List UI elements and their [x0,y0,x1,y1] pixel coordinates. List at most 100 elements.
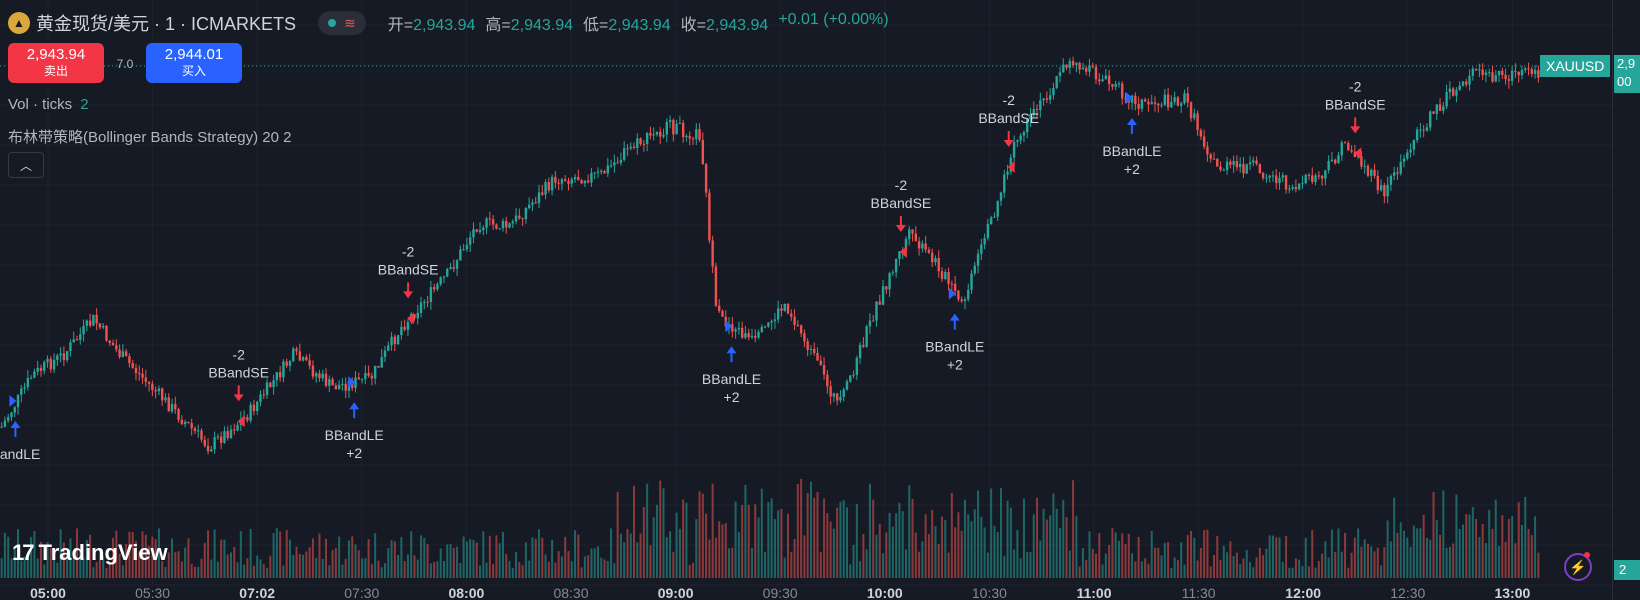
candle-body [285,361,288,366]
candle-body [1399,161,1402,174]
volume-bar [1193,537,1196,578]
candle-body [95,314,98,324]
buy-button[interactable]: 2,944.01 买入 [146,43,242,83]
volume-bar [1442,490,1445,578]
candle-body [550,176,554,191]
candle-body [1157,103,1160,106]
candle-body [1006,171,1009,175]
candle-body [190,423,193,429]
volume-bar [393,541,396,578]
volume-bar [872,499,875,578]
candle-body [737,327,741,330]
candle-body [147,381,151,384]
volume-bar [708,539,711,578]
strategy-legend[interactable]: 布林带策略(Bollinger Bands Strategy) 20 2 [8,129,292,146]
volume-bar [829,521,832,578]
candle-body [1389,175,1393,185]
candle-body [305,357,308,361]
candle-body [1402,158,1406,162]
volume-bar [269,555,272,578]
volume-bar [1429,539,1432,578]
candle-body [1347,143,1350,150]
candle-body [662,134,665,137]
volume-bar [203,542,206,578]
volume-bar [311,538,314,578]
volume-bar [1484,543,1487,578]
volume-bar [59,529,62,578]
volume-bar [118,553,121,578]
volume-bar [370,564,373,578]
volume-bar [914,532,917,578]
volume-bar [131,532,134,578]
volume-bar [39,541,42,578]
candle-body [1281,175,1284,178]
symbol-title[interactable]: 黄金现货/美元 · 1 · ICMARKETS [36,14,297,34]
candle-body [1366,165,1370,176]
collapse-legend-button[interactable]: ︿ [8,152,44,178]
time-axis-label: 09:30 [763,585,798,600]
candle-body [891,272,895,274]
volume-bar [364,558,367,578]
volume-value: 2 [80,96,89,113]
gold-bars-icon[interactable]: ▲ [8,12,30,34]
volume-bar [171,538,174,578]
volume-bar [433,562,436,578]
volume-bar [508,560,511,578]
volume-bar [1403,530,1406,578]
candle-body [1455,89,1458,96]
volume-bar [1291,567,1294,578]
tradingview-logo-text: TradingView [38,540,168,565]
candle-body [963,299,967,302]
candle-body [1117,83,1121,85]
candle-body [541,192,544,195]
volume-bar [557,551,560,578]
volume-bar [1419,528,1422,578]
volume-bar [420,535,423,578]
candle-body [400,326,403,336]
candle-body [144,377,148,382]
volume-bar [682,499,685,578]
candle-body [10,412,13,418]
candle-body [331,379,334,386]
candle-body [718,305,721,312]
buy-price: 2,944.01 [164,46,224,63]
volume-bar [26,558,29,578]
candle-body [636,138,639,148]
volume-bar [1095,553,1098,578]
candle-body [711,240,714,267]
volume-legend[interactable]: Vol · ticks 2 [8,96,89,113]
time-axis-label: 12:00 [1285,585,1321,600]
candle-body [799,325,803,334]
open-value: 开=2,943.94 [387,17,476,34]
volume-bar [659,480,662,578]
volume-bar [72,553,75,578]
sell-button[interactable]: 2,943.94 卖出 [8,43,104,83]
market-status[interactable]: ≋ [318,11,366,35]
volume-bar [692,562,694,578]
short-signal-arrowhead [403,291,414,299]
volume-bar [295,546,298,578]
volume-bar [1435,520,1438,578]
candle-body [432,287,436,290]
volume-bar [1304,537,1307,578]
candle-body [29,377,33,379]
candle-body [475,229,478,232]
candle-body [344,383,347,391]
lightning-icon[interactable]: ⚡ [1564,553,1592,581]
candle-body [1216,159,1219,167]
time-axis-label: 09:00 [658,585,694,600]
candle-body [488,218,492,220]
candle-body [1206,146,1209,155]
volume-bar [1239,564,1242,578]
sell-price: 2,943.94 [26,46,86,63]
candle-body [1022,132,1026,136]
candle-body [826,374,829,387]
tradingview-logo[interactable]: 17 TradingView [12,540,168,566]
price-scale[interactable] [1612,0,1640,600]
volume-bar [167,552,170,578]
volume-bar [780,508,783,578]
volume-bar [1344,532,1347,578]
candle-body [701,139,705,165]
